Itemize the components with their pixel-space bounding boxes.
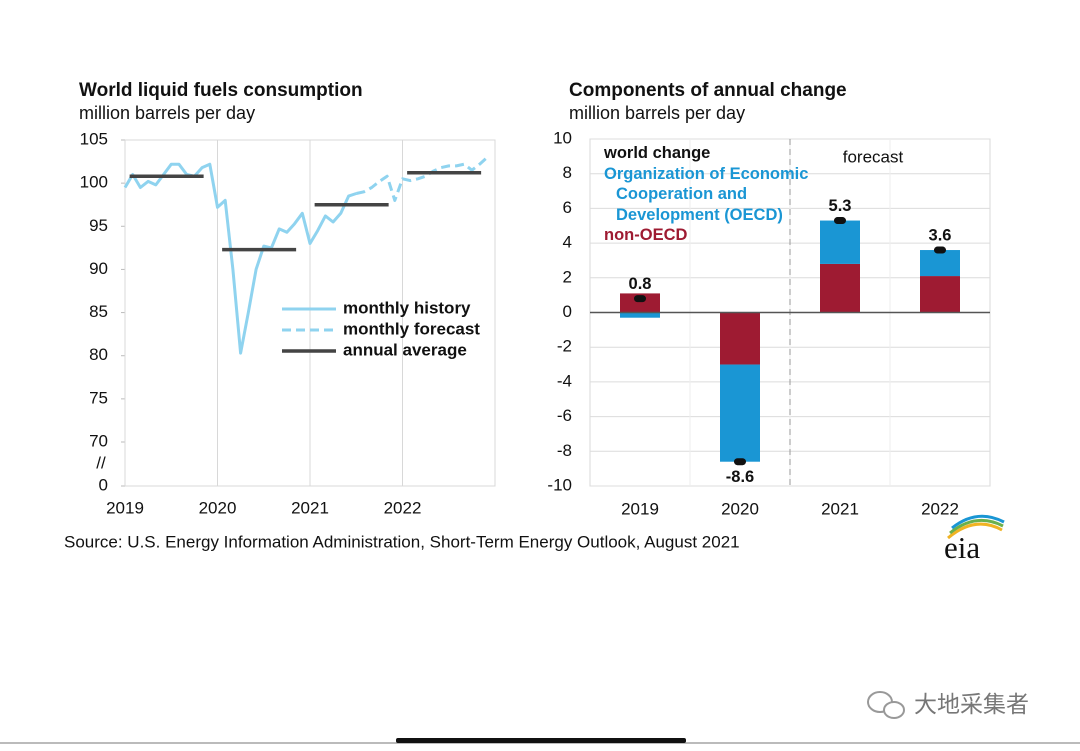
bar-segment <box>820 263 860 313</box>
watermark-icon <box>867 691 905 719</box>
chart-subtitle: million barrels per day <box>569 103 745 123</box>
axis-break: // <box>96 453 106 472</box>
legend-label: annual average <box>343 340 467 359</box>
legend-label: Organization of Economic Cooperation and… <box>604 164 809 224</box>
y-tick-label: 75 <box>89 388 108 407</box>
bar-segment <box>920 250 960 277</box>
logo-arc <box>947 522 1003 540</box>
total-label: 3.6 <box>929 226 952 244</box>
y-tick-label: 100 <box>80 173 108 192</box>
logo: eia <box>944 530 980 565</box>
y-tick-label: 70 <box>89 431 108 450</box>
x-tick-label: 2021 <box>291 498 329 517</box>
y-tick-label: 80 <box>89 345 108 364</box>
history-line <box>123 162 357 355</box>
y-tick-label: 4 <box>563 233 572 252</box>
y-tick-label: -10 <box>547 475 572 494</box>
x-tick-label: 2021 <box>821 499 859 518</box>
x-tick-label: 2020 <box>721 499 759 518</box>
y-tick-label: 2 <box>563 267 572 286</box>
bar-segment <box>720 312 760 365</box>
bar-segment <box>720 364 760 462</box>
total-marker <box>734 458 746 466</box>
y-tick-label: 0 <box>99 475 108 494</box>
y-tick-label: -4 <box>557 371 572 390</box>
x-tick-label: 2019 <box>621 499 659 518</box>
y-tick-label: 10 <box>553 128 572 147</box>
forecast-line <box>355 156 489 202</box>
legend-label: non-OECD <box>604 226 688 244</box>
y-tick-label: 85 <box>89 302 108 321</box>
y-tick-label: 8 <box>563 163 572 182</box>
total-marker <box>834 217 846 225</box>
bar-segment <box>620 293 660 313</box>
x-tick-label: 2020 <box>199 498 237 517</box>
y-tick-label: 105 <box>80 129 108 148</box>
x-tick-label: 2022 <box>384 498 422 517</box>
legend: world change Organization of Economic Coo… <box>604 143 819 246</box>
y-tick-label: -6 <box>557 406 572 425</box>
y-tick-label: -8 <box>557 441 572 460</box>
bar-segment <box>620 312 660 318</box>
bar-segment <box>920 276 960 313</box>
chart-subtitle: million barrels per day <box>79 103 255 123</box>
y-tick-label: 90 <box>89 259 108 278</box>
total-label: 5.3 <box>829 197 852 215</box>
y-tick-label: 6 <box>563 198 572 217</box>
total-marker <box>934 246 946 254</box>
total-label: 0.8 <box>629 275 652 293</box>
watermark: 大地采集者 <box>914 691 1029 717</box>
total-label: -8.6 <box>726 468 754 486</box>
legend-label: monthly history <box>343 298 471 317</box>
source-note: Source: U.S. Energy Information Administ… <box>64 532 740 551</box>
logo-arc <box>951 514 1005 530</box>
x-tick-label: 2022 <box>921 499 959 518</box>
chart-title: World liquid fuels consumption <box>79 80 363 101</box>
annotation: forecast <box>843 147 904 166</box>
y-tick-label: 0 <box>563 302 572 321</box>
chart-title: Components of annual change <box>569 80 847 101</box>
x-tick-label: 2019 <box>106 498 144 517</box>
legend-label: world change <box>604 144 711 162</box>
y-tick-label: -2 <box>557 337 572 356</box>
home-bar <box>396 738 686 743</box>
logo-arc <box>949 518 1004 535</box>
total-marker <box>634 295 646 303</box>
y-tick-label: 95 <box>89 216 108 235</box>
legend-label: monthly forecast <box>343 319 480 338</box>
bar-segment <box>820 220 860 264</box>
